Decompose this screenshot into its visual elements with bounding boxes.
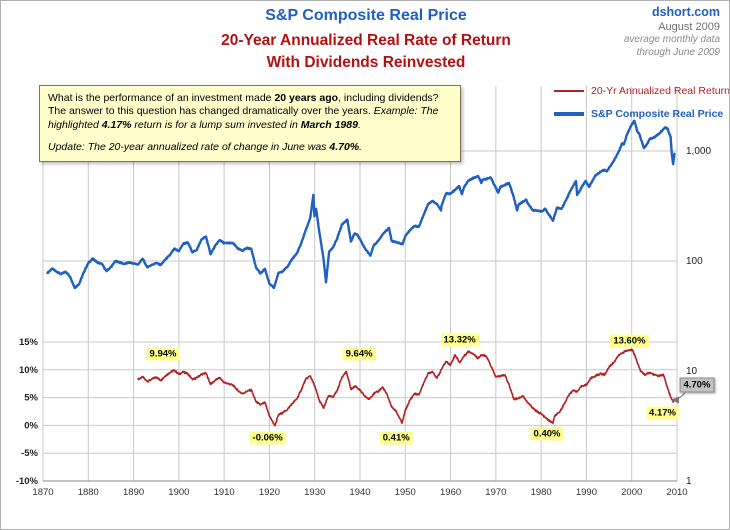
legend-item-return: 20-Yr Annualized Real Return <box>554 79 730 102</box>
chart-title-price: S&P Composite Real Price <box>265 7 467 24</box>
source-note-frequency: average monthly data <box>623 34 720 46</box>
return-line <box>137 348 676 427</box>
annotation-paragraph: What is the performance of an investment… <box>48 92 439 131</box>
svg-text:5%: 5% <box>24 393 38 404</box>
update-arrow <box>670 392 686 404</box>
source-block: dshort.com August 2009 average monthly d… <box>624 5 720 59</box>
svg-text:10: 10 <box>686 366 698 377</box>
svg-text:1,000: 1,000 <box>686 146 711 157</box>
svg-text:10%: 10% <box>19 365 39 376</box>
svg-text:1980: 1980 <box>531 487 552 498</box>
chart-subtitle-dividends: With Dividends Reinvested <box>266 54 466 71</box>
svg-text:100: 100 <box>686 256 703 267</box>
svg-text:1890: 1890 <box>123 487 144 498</box>
price-line <box>46 119 676 290</box>
svg-text:-5%: -5% <box>21 448 38 459</box>
axis-labels: 1870 1880 1890 1900 1910 1920 1930 1940 1950 1960… <box>16 146 712 498</box>
source-link[interactable]: dshort.com <box>651 5 720 19</box>
return-line-swatch <box>554 89 584 92</box>
svg-text:1960: 1960 <box>440 487 461 498</box>
chart-legend: 20-Yr Annualized Real Return S&P Composi… <box>554 79 730 125</box>
source-note-through: through June 2009 <box>636 46 720 58</box>
legend-label-return: 20-Yr Annualized Real Return <box>591 84 730 97</box>
svg-text:2010: 2010 <box>666 487 687 498</box>
price-line-swatch <box>554 111 584 116</box>
svg-text:-10%: -10% <box>16 476 39 487</box>
svg-text:1: 1 <box>686 476 692 487</box>
annotation-box: What is the performance of an investment… <box>39 85 461 162</box>
svg-text:1970: 1970 <box>485 487 506 498</box>
svg-text:1870: 1870 <box>32 487 53 498</box>
svg-text:1950: 1950 <box>395 487 416 498</box>
legend-item-price: S&P Composite Real Price <box>554 102 729 125</box>
annotation-paragraph: Update: The 20-year annualized rate of c… <box>48 141 363 154</box>
svg-text:15%: 15% <box>19 337 39 348</box>
svg-text:1900: 1900 <box>168 487 189 498</box>
chart-title-return: 20-Year Annualized Real Rate of Return <box>221 32 511 49</box>
svg-text:2000: 2000 <box>621 487 642 498</box>
svg-text:1910: 1910 <box>214 487 235 498</box>
source-date: August 2009 <box>658 20 720 33</box>
svg-text:1990: 1990 <box>576 487 597 498</box>
svg-text:1920: 1920 <box>259 487 280 498</box>
legend-label-price: S&P Composite Real Price <box>591 107 724 120</box>
svg-text:0%: 0% <box>24 420 38 431</box>
svg-text:1930: 1930 <box>304 487 325 498</box>
svg-text:1940: 1940 <box>349 487 370 498</box>
svg-text:1880: 1880 <box>78 487 99 498</box>
